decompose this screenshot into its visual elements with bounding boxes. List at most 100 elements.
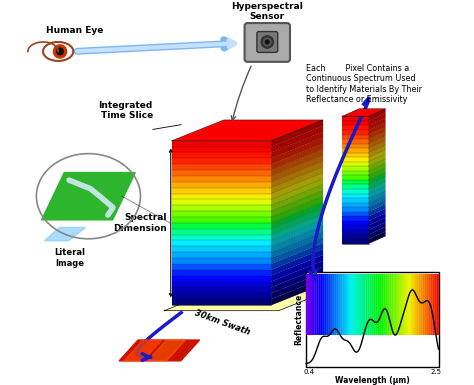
Bar — [426, 274, 427, 335]
Polygon shape — [271, 202, 323, 229]
Bar — [325, 274, 326, 335]
Bar — [377, 274, 378, 335]
Bar — [325, 274, 327, 335]
Polygon shape — [271, 196, 323, 223]
Bar — [307, 274, 308, 335]
Bar — [436, 274, 437, 335]
Polygon shape — [172, 194, 271, 199]
Bar — [385, 274, 387, 335]
Bar — [396, 274, 397, 335]
Bar — [362, 274, 363, 335]
Polygon shape — [271, 179, 323, 205]
Bar — [395, 274, 396, 335]
Polygon shape — [271, 255, 323, 281]
Polygon shape — [271, 249, 323, 276]
Polygon shape — [172, 217, 271, 223]
Bar — [323, 274, 324, 335]
Bar — [416, 274, 417, 335]
Bar — [357, 274, 358, 335]
Bar — [360, 274, 362, 335]
Polygon shape — [368, 218, 385, 230]
Polygon shape — [271, 231, 323, 258]
Bar — [346, 274, 347, 335]
Bar — [306, 274, 307, 335]
Bar — [418, 274, 419, 335]
Polygon shape — [368, 209, 385, 221]
Bar — [346, 274, 347, 335]
Polygon shape — [124, 340, 162, 361]
Bar — [382, 274, 383, 335]
Polygon shape — [368, 168, 385, 180]
Polygon shape — [172, 199, 271, 205]
Polygon shape — [342, 225, 368, 230]
Bar — [317, 274, 318, 335]
Bar — [430, 274, 431, 335]
Polygon shape — [271, 149, 323, 176]
Polygon shape — [368, 141, 385, 153]
Polygon shape — [172, 281, 271, 288]
Bar — [401, 274, 402, 335]
Bar — [330, 274, 332, 335]
Polygon shape — [271, 120, 323, 147]
Polygon shape — [342, 184, 368, 189]
Bar — [315, 274, 317, 335]
Bar — [384, 274, 385, 335]
Polygon shape — [342, 130, 368, 134]
Polygon shape — [342, 153, 368, 157]
Text: 2.5: 2.5 — [430, 369, 441, 375]
Bar — [337, 274, 338, 335]
Bar — [343, 274, 344, 335]
Polygon shape — [147, 340, 185, 361]
Polygon shape — [172, 176, 271, 182]
Bar — [319, 274, 320, 335]
Bar — [313, 274, 314, 335]
Polygon shape — [342, 126, 368, 130]
Bar — [389, 274, 390, 335]
Bar — [366, 274, 367, 335]
Polygon shape — [342, 162, 368, 166]
Bar — [399, 274, 400, 335]
Bar — [372, 274, 374, 335]
Polygon shape — [368, 145, 385, 157]
Bar — [361, 274, 362, 335]
Bar — [410, 274, 411, 335]
Polygon shape — [342, 121, 368, 126]
Bar — [431, 274, 432, 335]
Bar — [308, 274, 309, 335]
Bar — [438, 274, 439, 335]
Polygon shape — [172, 293, 271, 299]
Bar — [315, 274, 316, 335]
Bar — [417, 274, 418, 335]
Bar — [345, 274, 346, 335]
Polygon shape — [368, 127, 385, 139]
Polygon shape — [342, 139, 368, 144]
Ellipse shape — [43, 42, 73, 61]
Bar — [432, 274, 433, 335]
Bar — [435, 274, 436, 335]
Bar — [381, 274, 382, 335]
Polygon shape — [45, 228, 86, 241]
Bar — [320, 274, 321, 335]
Bar — [397, 274, 398, 335]
Polygon shape — [271, 126, 323, 152]
Polygon shape — [172, 182, 271, 188]
Bar — [398, 274, 399, 335]
Polygon shape — [368, 181, 385, 194]
Polygon shape — [172, 288, 271, 293]
Bar — [434, 274, 435, 335]
Polygon shape — [368, 213, 385, 225]
Bar — [398, 274, 399, 335]
Polygon shape — [271, 273, 323, 299]
Text: Literal
Image: Literal Image — [54, 248, 85, 268]
Polygon shape — [342, 134, 368, 139]
Bar — [360, 274, 361, 335]
Bar — [378, 274, 379, 335]
Bar — [341, 274, 342, 335]
Bar — [333, 274, 334, 335]
Polygon shape — [368, 159, 385, 171]
Bar — [407, 274, 408, 335]
Bar — [405, 274, 406, 335]
Bar — [437, 274, 438, 335]
Bar — [429, 274, 430, 335]
Bar — [318, 274, 319, 335]
